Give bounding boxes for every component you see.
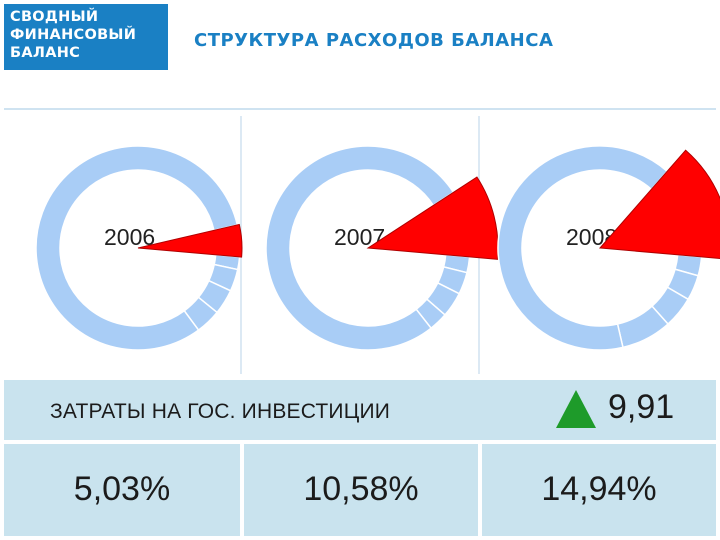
summary-label: ЗАТРАТЫ НА ГОС. ИНВЕСТИЦИИ [50,400,391,423]
value-cell-2008: 14,94% [482,444,716,536]
donut-2006: 2006 [35,145,243,351]
brand-block: СВОДНЫЙ ФИНАНСОВЫЙ БАЛАНС [4,4,168,70]
donut-2008: 2008 [497,145,720,351]
charts-area: 2006 2007 2008 [4,112,720,378]
ring-slice [265,145,455,351]
summary-header-row: ЗАТРАТЫ НА ГОС. ИНВЕСТИЦИИ 9,91 [4,380,716,440]
ring-slice [497,145,669,351]
up-arrow-icon [556,390,596,428]
value-cell-2007: 10,58% [244,444,478,536]
change-value: 9,91 [608,388,675,426]
summary-values-row: 5,03% 10,58% 14,94% [4,444,716,536]
value-cell-2006: 5,03% [4,444,240,536]
value-2007: 10,58% [303,470,419,508]
highlight-wedge-2008 [598,149,720,260]
value-2008: 14,94% [541,470,657,508]
donut-charts: 2006 2007 2008 [35,145,720,351]
value-2006: 5,03% [73,470,171,508]
brand-line-2: ФИНАНСОВЫЙ [10,27,137,43]
slide: СВОДНЫЙ ФИНАНСОВЫЙ БАЛАНС СТРУКТУРА РАСХ… [4,4,720,536]
highlight-wedge-2006 [137,223,243,258]
title-band [4,70,716,110]
donut-2007: 2007 [265,145,499,351]
brand-line-1: СВОДНЫЙ [10,9,99,25]
brand-line-3: БАЛАНС [10,45,81,61]
ring-slice [35,145,239,351]
page-title: СТРУКТУРА РАСХОДОВ БАЛАНСА [194,30,554,51]
